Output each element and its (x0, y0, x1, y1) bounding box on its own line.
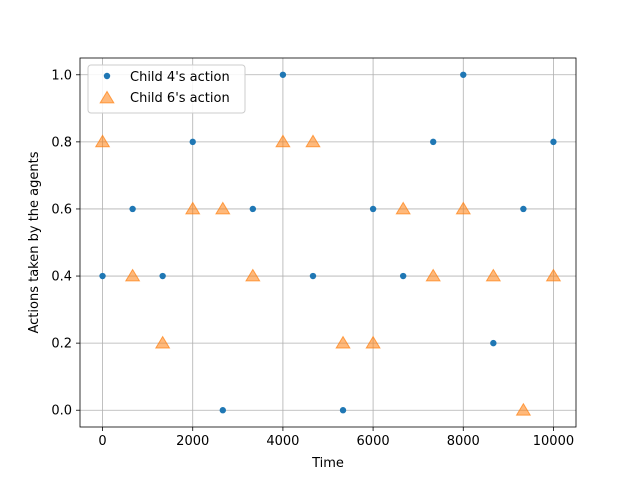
x-tick-label: 8000 (447, 434, 480, 449)
y-tick-label: 0.2 (51, 337, 72, 352)
series-2 (94, 134, 562, 416)
data-point-circle (490, 339, 497, 347)
axis-ticks: 0 2000 4000 6000 8000 10000 0.0 0.2 0.4 0.6 0.8 1.0 (51, 68, 574, 449)
y-tick-label: 0.8 (51, 135, 72, 150)
data-point-circle (279, 71, 287, 78)
legend: Child 4's action Child 6's action (87, 64, 246, 114)
x-tick-label: 10000 (533, 434, 574, 449)
data-point-circle (99, 272, 106, 280)
x-tick-label: 4000 (266, 434, 299, 449)
data-point-triangle (275, 134, 291, 148)
data-point-circle (520, 205, 527, 213)
legend-circle-marker (103, 72, 111, 80)
data-point-triangle (124, 268, 141, 282)
legend-label: Child 6's action (130, 91, 230, 106)
data-point-triangle (395, 201, 411, 215)
data-point-circle (460, 71, 467, 78)
data-point-triangle (515, 402, 532, 416)
data-point-triangle (245, 268, 261, 282)
data-point-circle (249, 205, 257, 213)
y-tick-label: 0.4 (51, 270, 72, 285)
y-tick-label: 0.0 (51, 404, 72, 419)
data-point-circle (129, 205, 136, 213)
legend-box (87, 64, 246, 114)
data-point-circle (369, 205, 377, 213)
x-axis-label: Time (311, 456, 344, 471)
y-tick-label: 0.6 (51, 202, 72, 217)
data-point-circle (159, 272, 166, 280)
x-tick-label: 2000 (176, 434, 209, 449)
data-point-triangle (185, 201, 201, 215)
data-point-triangle (305, 134, 321, 148)
x-tick-label: 0 (98, 434, 106, 449)
y-tick-label: 1.0 (51, 68, 72, 83)
data-point-triangle (154, 335, 171, 349)
x-tick-label: 6000 (357, 434, 390, 449)
data-point-triangle (335, 335, 351, 349)
legend-triangle-marker (99, 90, 115, 104)
series-1 (99, 71, 557, 414)
data-point-circle (219, 407, 227, 414)
data-point-triangle (545, 268, 562, 282)
data-point-triangle (215, 201, 231, 215)
legend-label: Child 4's action (130, 70, 230, 85)
data-point-triangle (365, 335, 381, 349)
data-point-triangle (485, 268, 502, 282)
plot-frame (79, 57, 577, 428)
data-point-circle (189, 138, 196, 146)
data-series (94, 71, 562, 416)
data-point-circle (429, 138, 437, 146)
y-axis-label: Actions taken by the agents (27, 151, 42, 333)
data-point-triangle (425, 268, 441, 282)
data-point-circle (309, 272, 317, 280)
data-point-circle (550, 138, 557, 146)
data-point-triangle (94, 134, 111, 148)
data-point-circle (339, 407, 347, 414)
data-point-triangle (455, 201, 471, 215)
data-point-circle (399, 272, 407, 280)
